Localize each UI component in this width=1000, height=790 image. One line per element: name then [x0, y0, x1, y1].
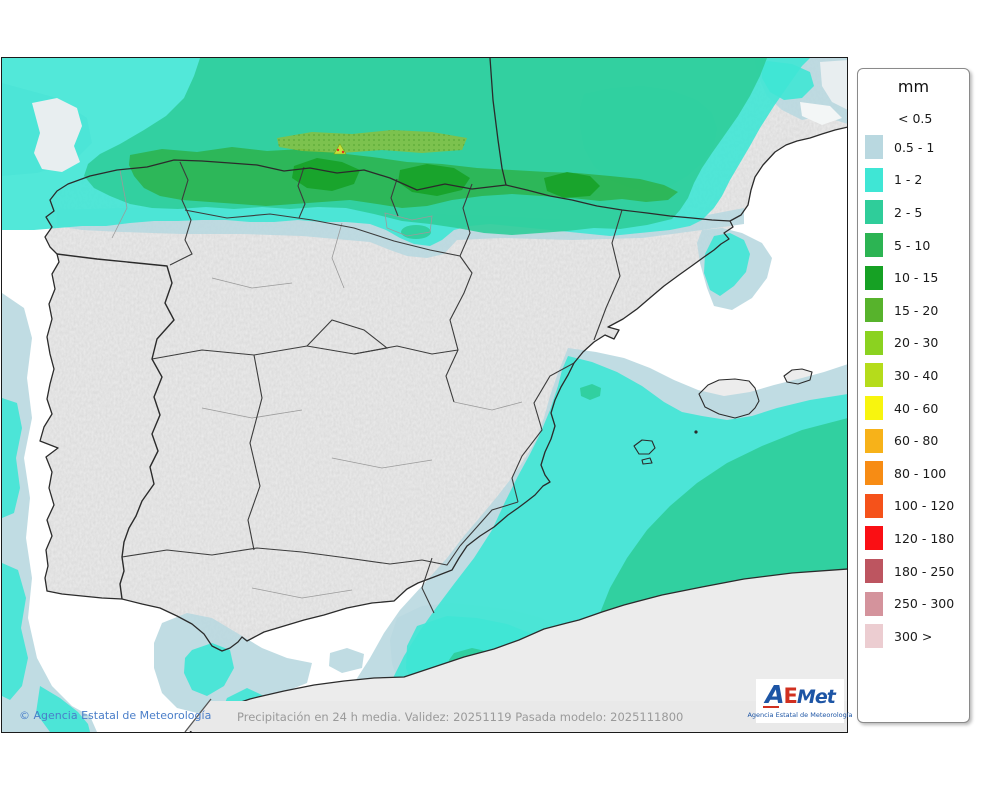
legend-label: 2 - 5	[894, 204, 923, 220]
legend-label: 80 - 100	[894, 465, 947, 481]
legend-swatch	[865, 298, 883, 323]
legend-row: 2 - 5	[858, 196, 969, 229]
precipitation-legend: mm < 0.5 0.5 - 1 1 - 2 2 - 5 5 - 10 10 - 15 1…	[857, 68, 970, 723]
legend-row: 60 - 80	[858, 424, 969, 457]
aemet-logo-letter-e: E	[783, 683, 798, 708]
legend-row: 5 - 10	[858, 229, 969, 262]
legend-label: 120 - 180	[894, 530, 955, 546]
coastlines-and-national-borders	[39, 58, 847, 732]
legend-swatch	[865, 135, 883, 160]
legend-entries: 0.5 - 1 1 - 2 2 - 5 5 - 10 10 - 15 15 - 20 20 …	[858, 131, 969, 653]
aemet-logo-word: AEMet	[763, 682, 836, 709]
legend-label: 5 - 10	[894, 237, 931, 253]
legend-swatch	[865, 330, 883, 355]
legend-label: 250 - 300	[894, 596, 955, 612]
legend-label: 60 - 80	[894, 433, 939, 449]
aemet-logo-letter-a: A	[765, 679, 784, 709]
legend-swatch	[865, 167, 883, 192]
no-precip-patches	[32, 60, 847, 172]
legend-label: 40 - 60	[894, 400, 939, 416]
iberia-precipitation-map	[2, 58, 847, 732]
legend-swatch	[865, 624, 883, 649]
legend-row: 250 - 300	[858, 587, 969, 620]
legend-label: 300 >	[894, 628, 933, 644]
legend-row: 15 - 20	[858, 294, 969, 327]
footer-bar	[184, 698, 847, 732]
legend-swatch	[865, 200, 883, 225]
legend-row: 40 - 60	[858, 392, 969, 425]
legend-label: 1 - 2	[894, 172, 923, 188]
legend-row: 1 - 2	[858, 164, 969, 197]
legend-label: 20 - 30	[894, 335, 939, 351]
aemet-logo: AEMet Agencia Estatal de Meteorología	[747, 679, 853, 723]
legend-first-label: < 0.5	[898, 110, 933, 126]
legend-label: 180 - 250	[894, 563, 955, 579]
legend-swatch	[865, 559, 883, 584]
legend-row: 10 - 15	[858, 261, 969, 294]
precip-layer-olive-dotted	[277, 130, 467, 153]
legend-label: 15 - 20	[894, 302, 939, 318]
legend-row: 180 - 250	[858, 555, 969, 588]
legend-row: 20 - 30	[858, 327, 969, 360]
legend-label: 30 - 40	[894, 367, 939, 383]
africa-land	[190, 569, 847, 732]
legend-swatch	[865, 396, 883, 421]
map-frame	[1, 57, 848, 733]
legend-row: 0.5 - 1	[858, 131, 969, 164]
station-symbol-marker	[333, 143, 347, 155]
legend-swatch	[865, 493, 883, 518]
legend-row: 100 - 120	[858, 490, 969, 523]
community-borders	[121, 161, 623, 614]
aemet-logo-met: Met	[796, 685, 836, 708]
legend-row: 80 - 100	[858, 457, 969, 490]
legend-label: 10 - 15	[894, 270, 939, 286]
aemet-logo-red-underline	[763, 705, 780, 708]
legend-swatch	[865, 526, 883, 551]
legend-swatch	[865, 265, 883, 290]
legend-swatch	[865, 233, 883, 258]
footer-diagonal-divider	[184, 698, 212, 732]
legend-row: 300 >	[858, 620, 969, 653]
legend-swatch	[865, 363, 883, 388]
legend-swatch	[865, 591, 883, 616]
legend-label: 0.5 - 1	[894, 139, 935, 155]
aemet-logo-caption: Agencia Estatal de Meteorología	[747, 710, 853, 719]
legend-swatch	[865, 461, 883, 486]
legend-title: mm	[897, 77, 930, 96]
model-info-text: Precipitación en 24 h media. Validez: 20…	[237, 710, 684, 724]
precip-layer-green-dark	[292, 158, 600, 198]
legend-row: 30 - 40	[858, 359, 969, 392]
legend-swatch	[865, 428, 883, 453]
province-borders	[111, 169, 523, 599]
copyright-text: © Agencia Estatal de Meteorología	[19, 709, 212, 722]
legend-label: 100 - 120	[894, 498, 955, 514]
legend-row: 120 - 180	[858, 522, 969, 555]
